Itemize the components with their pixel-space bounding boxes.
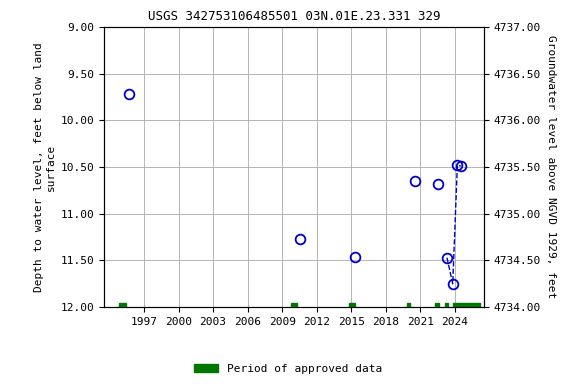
Title: USGS 342753106485501 03N.01E.23.331 329: USGS 342753106485501 03N.01E.23.331 329 xyxy=(147,10,440,23)
Y-axis label: Depth to water level, feet below land
surface: Depth to water level, feet below land su… xyxy=(35,42,56,292)
Bar xyxy=(453,303,480,312)
Bar xyxy=(119,303,126,312)
Bar xyxy=(407,303,410,312)
Bar xyxy=(349,303,355,312)
Y-axis label: Groundwater level above NGVD 1929, feet: Groundwater level above NGVD 1929, feet xyxy=(547,35,556,299)
Legend: Period of approved data: Period of approved data xyxy=(190,359,386,379)
Bar xyxy=(445,303,448,312)
Bar xyxy=(435,303,439,312)
Bar xyxy=(291,303,297,312)
